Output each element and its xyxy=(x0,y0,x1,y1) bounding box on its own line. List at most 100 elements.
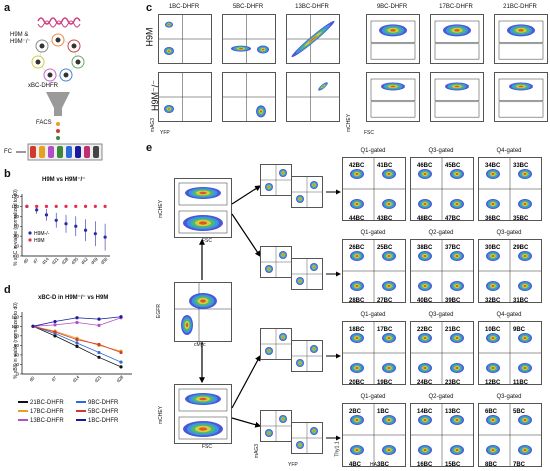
gate-label: Q2-gated xyxy=(428,230,454,236)
flow-plot-svg xyxy=(178,182,228,234)
axis-label: mCHEY xyxy=(158,199,165,219)
column-header: 9BC-DHFR xyxy=(376,4,408,10)
gate-label: Q3-gated xyxy=(496,394,522,400)
flow-plot-svg xyxy=(159,73,211,121)
x-tick-label: d21 xyxy=(94,374,103,383)
density-cluster xyxy=(318,82,328,91)
density-cluster xyxy=(256,105,266,118)
gate-label: Q4-gated xyxy=(496,148,522,154)
quadrant-label: 22BC xyxy=(417,327,433,333)
flow-plot-svg: 30BC 29BC 32BC 31BC xyxy=(479,240,541,302)
density-cluster xyxy=(189,293,217,309)
density-cluster xyxy=(418,445,432,455)
flow-plot-svg xyxy=(261,411,291,441)
density-cluster xyxy=(164,47,174,55)
quadrant-label: 4BC xyxy=(349,462,362,466)
flow-plot-svg xyxy=(261,329,291,359)
gate-label: Q1-gated xyxy=(360,230,386,236)
quadrant-label: 26BC xyxy=(349,245,365,251)
density-cluster xyxy=(185,187,221,199)
density-cluster xyxy=(350,415,364,425)
library-label: xBC-DHFR xyxy=(28,83,58,89)
axis-label: FSC xyxy=(202,444,212,450)
facs-label: FACS xyxy=(36,120,52,126)
data-point xyxy=(83,228,88,232)
quadrant-label: 45BC xyxy=(445,163,461,169)
data-point xyxy=(83,204,88,208)
density-cluster xyxy=(382,333,396,343)
legend-swatch xyxy=(76,401,86,404)
density-cluster xyxy=(507,24,535,37)
quadrant-label: 13BC xyxy=(445,409,461,415)
quadrant-plot: 34BC 33BC 36BC 35BC xyxy=(478,157,542,221)
quadrant-label: 40BC xyxy=(417,298,433,302)
flow-plot xyxy=(366,72,420,122)
gating-arrow xyxy=(231,213,261,257)
flow-plot xyxy=(222,72,276,122)
data-point xyxy=(97,323,101,327)
data-point xyxy=(53,334,57,338)
column-header: 5BC-DHFR xyxy=(232,4,264,10)
density-cluster xyxy=(518,333,532,343)
cell-ring-icon xyxy=(31,33,85,82)
density-cluster xyxy=(450,363,464,373)
axis-label: Thy1.1 xyxy=(334,441,341,457)
y-tick-label: 100 xyxy=(11,204,19,209)
quadrant-label: 30BC xyxy=(485,245,501,251)
data-point xyxy=(75,316,79,320)
y-tick-label: 80 xyxy=(14,214,20,219)
quadrant-label: 39BC xyxy=(445,298,461,302)
quadrant-label: 48BC xyxy=(417,216,433,220)
panel-b-chart: 0 20 40 60 80 100 120 d0 d7 d14 d21 d28 d35 d42 d49 d56… xyxy=(0,177,115,278)
quadrant-label: 44BC xyxy=(349,216,365,220)
density-cluster xyxy=(418,169,432,179)
quadrant-label: 27BC xyxy=(377,298,393,302)
x-tick-label: d14 xyxy=(72,374,81,383)
legend-item: 9BC-DHFR xyxy=(76,400,118,406)
gate-label: Q1-gated xyxy=(360,148,386,154)
density-cluster xyxy=(443,24,471,37)
density-cluster xyxy=(382,415,396,425)
flow-plot-svg: 10BC 9BC 12BC 11BC xyxy=(479,322,541,384)
density-cluster xyxy=(279,415,287,423)
density-cluster xyxy=(164,105,174,113)
quadrant-plot: 10BC 9BC 12BC 11BC xyxy=(478,321,542,385)
x-axis-label-right: FSC xyxy=(364,130,374,136)
quadrant-label: 6BC xyxy=(485,409,498,415)
quadrant-label: 31BC xyxy=(513,298,529,302)
flow-plot xyxy=(286,14,340,64)
quadrant-plot: 14BC 13BC 16BC 15BC xyxy=(410,403,474,467)
col2-plot xyxy=(291,340,323,372)
density-cluster xyxy=(185,393,221,405)
flow-plot xyxy=(158,14,212,64)
flow-plot-svg: 42BC 41BC 44BC 43BC xyxy=(343,158,405,220)
density-cluster xyxy=(379,24,407,37)
quadrant-label: 38BC xyxy=(417,245,433,251)
density-cluster xyxy=(181,315,193,335)
data-point xyxy=(119,360,123,364)
quadrant-plot: 26BC 25BC 28BC 27BC xyxy=(342,239,406,303)
flow-plot-svg: 38BC 37BC 40BC 39BC xyxy=(411,240,473,302)
density-cluster xyxy=(350,445,364,455)
quadrant-plot: 18BC 17BC 20BC 19BC xyxy=(342,321,406,385)
density-cluster xyxy=(382,251,396,261)
legend-swatch xyxy=(18,410,28,413)
panel-e-gating: mCHEY FSC EGFR cMyc mCHEY FSC Q1-gated 42BC 41BC… xyxy=(150,146,550,471)
legend-label: 13BC-DHFR xyxy=(30,418,64,424)
density-cluster xyxy=(518,199,532,209)
workflow-diagram xyxy=(16,17,103,161)
quadrant-label: 42BC xyxy=(349,163,365,169)
gate-label: Q1-gated xyxy=(360,312,386,318)
density-cluster xyxy=(445,82,469,91)
data-point xyxy=(93,232,97,236)
gate-label: Q3-gated xyxy=(428,148,454,154)
quadrant-label: 41BC xyxy=(377,163,393,169)
density-cluster xyxy=(296,441,304,449)
flow-plot xyxy=(158,72,212,122)
legend-label: 17BC-DHFR xyxy=(30,409,64,415)
data-point xyxy=(31,324,35,328)
density-cluster xyxy=(350,251,364,261)
flow-plot-svg: 46BC 45BC 48BC 47BC xyxy=(411,158,473,220)
density-cluster xyxy=(382,363,396,373)
quadrant-label: 29BC xyxy=(513,245,529,251)
